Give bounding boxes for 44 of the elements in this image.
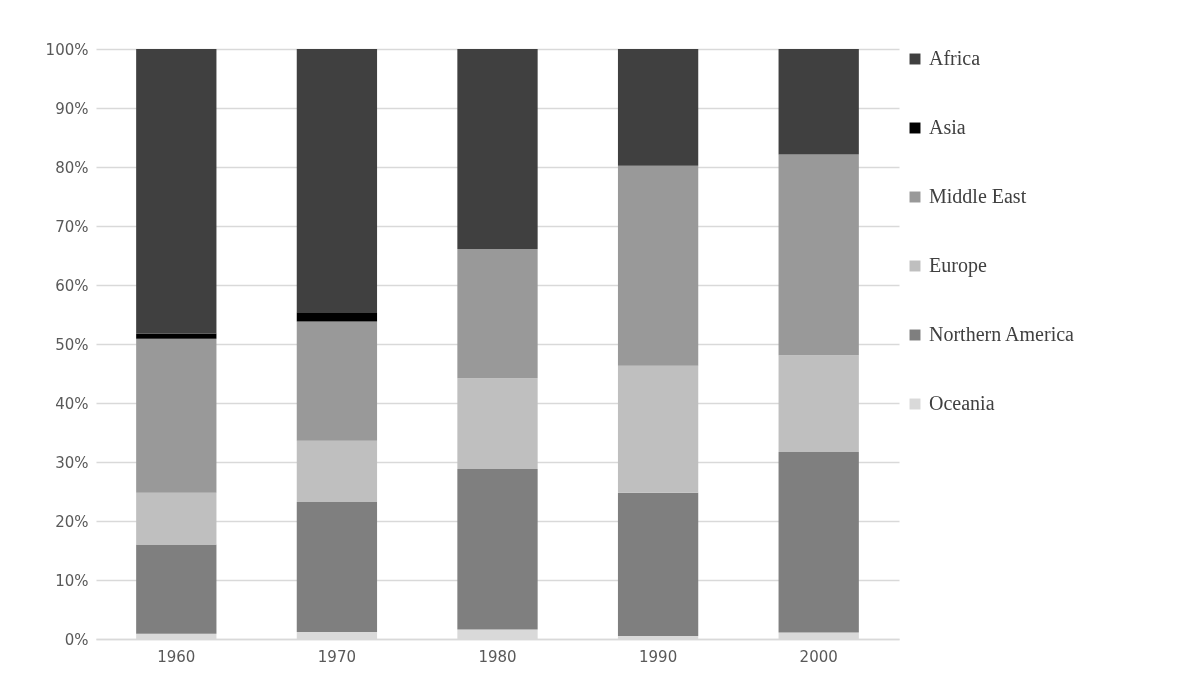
legend-label: Middle East [929, 185, 1027, 207]
bar [136, 333, 217, 339]
bar [457, 249, 538, 379]
bar [778, 355, 859, 452]
bar [617, 492, 699, 637]
bar [617, 365, 699, 493]
bar [296, 49, 378, 313]
bar [457, 49, 538, 250]
x-tick-label: 1970 [317, 647, 356, 666]
bar [778, 49, 859, 155]
bar [778, 154, 859, 356]
x-tick-label: 1990 [639, 647, 678, 666]
y-tick-label: 20% [55, 512, 89, 531]
x-tick-label: 2000 [799, 647, 838, 666]
legend-label: Asia [929, 116, 966, 138]
y-tick-label: 80% [55, 158, 89, 177]
x-tick-label: 1980 [478, 647, 517, 666]
bar [296, 440, 378, 503]
bar [457, 378, 538, 470]
bar [617, 49, 699, 166]
y-tick-label: 90% [55, 99, 89, 118]
bar [778, 451, 859, 633]
legend-label: Northern America [929, 323, 1075, 345]
bar [136, 338, 217, 493]
legend-label: Africa [929, 47, 981, 69]
legend-label: Oceania [929, 392, 995, 414]
bar [296, 312, 378, 322]
bar [136, 492, 217, 545]
y-tick-label: 70% [55, 217, 89, 236]
bar [617, 165, 699, 366]
legend-label: Europe [929, 254, 987, 277]
bar [457, 469, 538, 630]
y-tick-label: 60% [55, 276, 89, 295]
y-tick-label: 10% [55, 571, 89, 590]
bar [136, 49, 217, 334]
y-tick-label: 100% [45, 40, 89, 59]
bar [296, 321, 378, 441]
x-tick-label: 1960 [157, 647, 196, 666]
y-tick-label: 40% [55, 394, 89, 413]
y-tick-label: 50% [55, 335, 89, 354]
bar [296, 502, 378, 632]
y-tick-label: 0% [64, 630, 89, 649]
y-tick-label: 30% [55, 453, 89, 472]
bar [136, 544, 217, 634]
